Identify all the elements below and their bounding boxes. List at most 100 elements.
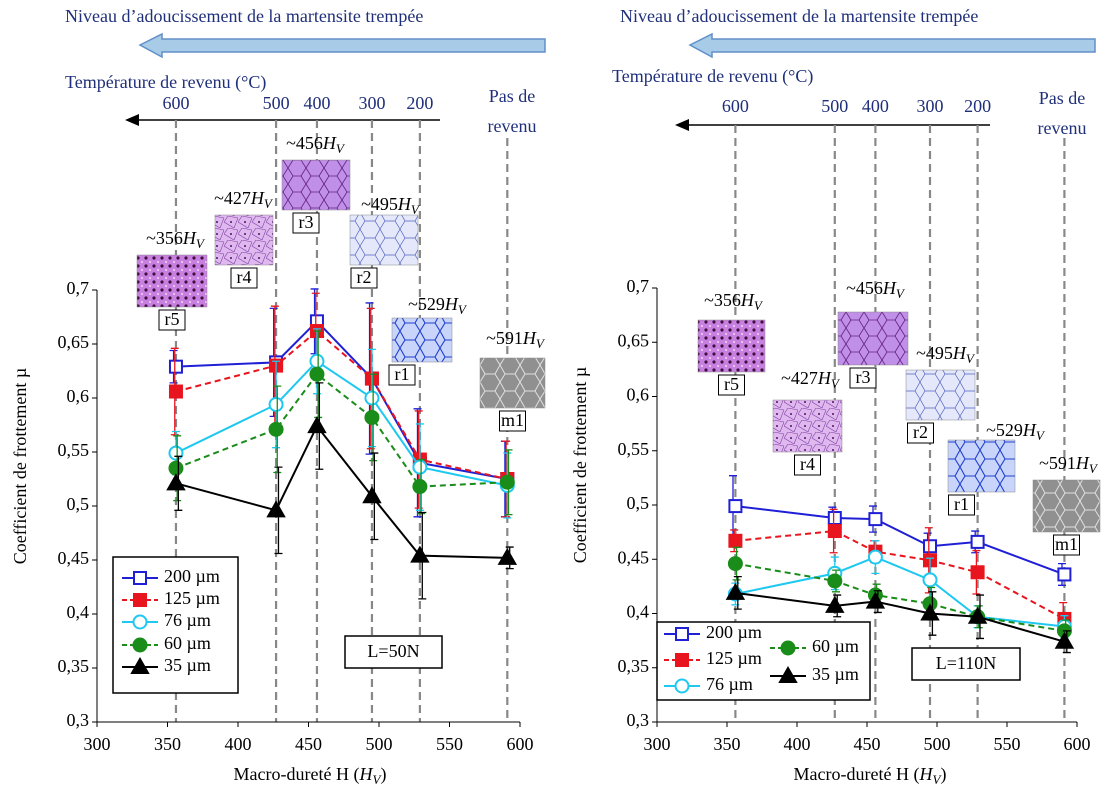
y-tick-label: 0,45 [618,547,650,567]
hardness-unit-sub: V [966,351,976,366]
micrograph [905,369,976,421]
hardness-unit: H [444,294,459,314]
marker [867,549,883,565]
hardness-unit: H [817,368,832,388]
y-tick-label: 0,35 [618,656,650,676]
annotation-box [344,635,443,669]
x-tick-label: 300 [84,734,111,754]
hardness-unit: H [1022,420,1037,440]
series-line [175,329,508,480]
legend-label: 200 µm [164,566,220,586]
hardness-label: ~495HV [361,194,421,217]
temperature-label: 300 [358,93,385,113]
temperature-title: Température de revenu (°C) [65,72,266,93]
sample-name: m1 [1055,534,1078,554]
hardness-label: ~456HV [286,133,346,156]
hardness-unit: H [882,278,897,298]
series [725,575,1075,654]
x-axis-unit-sub: V [373,772,383,787]
legend-label: 60 µm [164,633,211,653]
hardness-unit-sub: V [411,202,421,217]
sample-name: m1 [501,410,524,430]
temperature-title: Température de revenu (°C) [612,66,813,87]
y-tick-label: 0,7 [67,278,90,298]
hardness-label: ~356HV [146,228,206,251]
temperature-label: 400 [303,93,330,113]
legend-marker [130,656,150,674]
series-line [175,372,508,488]
y-tick-label: 0,7 [627,276,650,296]
marker [725,582,746,600]
x-tick-label: 550 [994,734,1021,754]
marker [827,524,842,539]
hardness-unit: H [250,188,265,208]
marker [168,384,183,399]
hardness-value: ~427 [781,368,818,388]
micrograph [479,357,546,409]
sample-box [499,410,526,432]
legend-marker [675,653,689,667]
micrograph [281,159,351,211]
x-axis-unit: H [359,764,374,784]
series [166,382,518,600]
marker [168,460,184,476]
sample-name: r2 [357,267,372,287]
hardness-value: ~495 [361,194,398,214]
hardness-unit-sub: V [264,196,274,211]
hardness-unit: H [952,343,967,363]
x-axis-title: Macro-dureté H (HV) [794,764,947,787]
series-line [175,319,508,480]
legend-label: 76 µm [164,610,211,630]
sample-name: r3 [856,367,871,387]
sample-box [230,267,258,289]
hardness-value: ~529 [986,420,1023,440]
micrograph [837,311,909,366]
sample-box [794,454,821,476]
hardness-value: ~427 [214,188,251,208]
marker [923,539,937,554]
top-label: Niveau d’adoucissement de la martensite … [65,6,423,26]
x-tick-label: 500 [366,734,393,754]
y-tick-label: 0,35 [58,656,90,676]
micrograph [136,254,208,308]
y-tick-label: 0,5 [67,494,90,514]
sample-name: r1 [954,494,969,514]
annotation: L=110N [936,653,996,673]
temperature-label: 500 [821,96,848,116]
marker [412,479,428,495]
temperature-label: 600 [722,96,749,116]
hardness-label: ~529HV [986,420,1046,443]
hardness-unit: H [1075,453,1090,473]
marker [307,416,327,434]
sample-box [1053,534,1080,556]
series [168,288,515,518]
x-tick-label: 550 [436,734,463,754]
softening-arrow [138,32,546,59]
sample-name: r5 [165,309,180,329]
temperature-arrow-head [125,114,139,126]
x-tick-label: 600 [507,734,534,754]
y-tick-label: 0,4 [627,602,650,622]
sample-box [388,364,416,386]
legend-label: 125 µm [706,648,762,668]
y-tick-label: 0,55 [58,440,90,460]
marker [728,499,743,514]
annotation-box [911,647,1021,681]
legend-marker [133,571,147,585]
hardness-label: ~591HV [1039,453,1099,476]
marker [364,409,380,425]
hardness-value: ~591 [486,328,523,348]
temperature-label: 600 [162,93,189,113]
x-tick-label: 350 [154,734,181,754]
hardness-unit: H [322,133,337,153]
hardness-label: ~356HV [704,290,764,313]
hardness-unit-sub: V [336,141,346,156]
legend-marker [133,593,147,607]
x-axis-title-close: ) [380,764,386,785]
x-tick-label: 300 [644,734,671,754]
marker [168,445,184,461]
temperature-label: 200 [406,93,433,113]
series [168,328,515,519]
no-temper-label: Pas de [489,86,536,106]
